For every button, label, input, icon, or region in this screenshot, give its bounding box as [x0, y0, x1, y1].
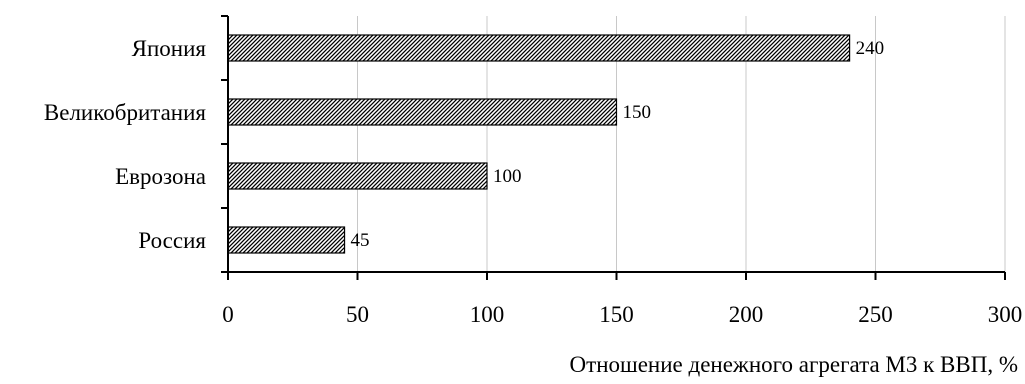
x-axis-title: Отношение денежного агрегата М3 к ВВП, % [570, 352, 1018, 377]
x-tick-label: 200 [729, 302, 764, 327]
x-tick-label: 0 [222, 302, 234, 327]
x-tick-label: 100 [470, 302, 505, 327]
x-tick-label: 300 [988, 302, 1023, 327]
data-label: 100 [493, 166, 522, 187]
x-tick-label: 50 [346, 302, 369, 327]
category-label: Япония [132, 36, 207, 61]
bar-4 [227, 226, 346, 254]
category-label: Еврозона [115, 164, 206, 189]
bars [227, 34, 851, 254]
category-label: Россия [138, 228, 206, 253]
category-label: Великобритания [44, 100, 207, 125]
bar-1 [227, 34, 851, 62]
data-label: 45 [351, 230, 370, 251]
bar-3 [227, 162, 488, 190]
bar-2 [227, 98, 618, 126]
axes [221, 15, 1006, 280]
data-label: 150 [623, 102, 652, 123]
x-tick-label: 250 [858, 302, 893, 327]
data-label: 240 [856, 38, 885, 59]
labels: 240 Япония 150 Великобритания 100 Еврозона 45 Р… [44, 36, 1022, 327]
x-tick-label: 150 [599, 302, 634, 327]
